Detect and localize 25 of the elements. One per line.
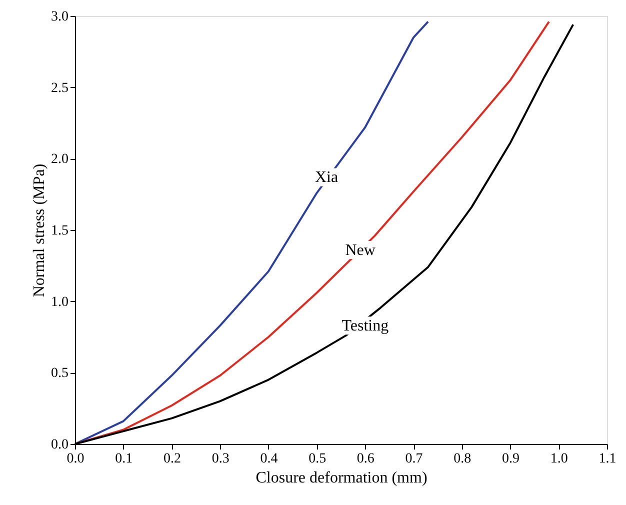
line-series xyxy=(74,20,430,445)
x-tick-label: 0.8 xyxy=(454,452,472,466)
x-tick-label: 0.9 xyxy=(502,452,520,466)
x-tick-label: 0.7 xyxy=(405,452,423,466)
y-axis-title: Normal stress (MPa) xyxy=(31,164,48,298)
x-tick-label: 0.5 xyxy=(308,452,326,466)
annotation: New xyxy=(345,242,376,259)
x-tick-label: 0.1 xyxy=(115,452,133,466)
x-axis-title: Closure deformation (mm) xyxy=(256,470,428,486)
y-tick-label: 3.0 xyxy=(51,10,68,24)
annotation: Testing xyxy=(342,318,389,335)
annotation: Xia xyxy=(314,169,338,186)
y-tick-label: 1.0 xyxy=(51,294,68,310)
y-tick-label: 1.5 xyxy=(51,224,68,238)
x-tick-label: 1.1 xyxy=(598,452,616,466)
x-tick-label: 0.2 xyxy=(163,452,181,466)
x-tick-label: 0.3 xyxy=(212,452,230,466)
y-tick-label: 0.5 xyxy=(51,366,68,382)
y-tick-label: 2.0 xyxy=(51,152,68,168)
y-tick-label: 0.0 xyxy=(51,438,68,452)
x-tick-label: 0.4 xyxy=(260,452,278,466)
x-tick-label: 0.0 xyxy=(66,452,84,466)
y-tick-label: 2.5 xyxy=(51,80,68,96)
x-tick-label: 0.6 xyxy=(356,452,374,466)
x-tick-label: 1.0 xyxy=(550,452,568,466)
